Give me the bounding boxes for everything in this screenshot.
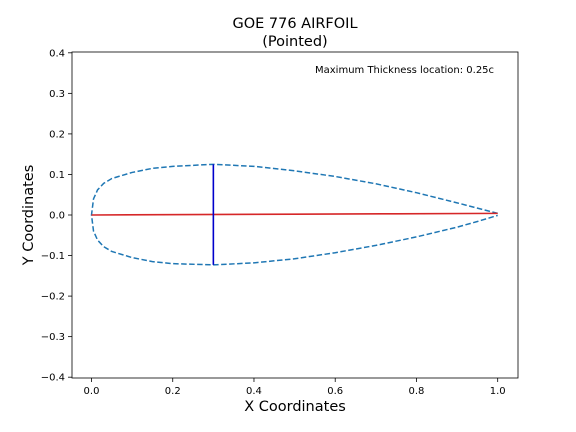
x-tick-label: 0.0	[84, 386, 100, 397]
plot-content	[90, 163, 498, 266]
y-axis-label: Y Coordinates	[21, 165, 37, 267]
x-tick-label: 0.2	[165, 386, 181, 397]
y-axis-ticks: −0.4 −0.3 −0.2 −0.1 0.0 0.1 0.2 0.3 0.4	[41, 48, 72, 384]
x-tick-label: 0.8	[408, 386, 424, 397]
max-thickness-annotation: Maximum Thickness location: 0.25c	[315, 65, 494, 76]
chart-subtitle: (Pointed)	[262, 34, 327, 50]
y-tick-label: 0.4	[49, 48, 65, 59]
y-tick-label: −0.1	[41, 251, 65, 262]
y-tick-label: −0.2	[41, 292, 65, 303]
x-tick-label: 0.6	[327, 386, 343, 397]
y-tick-label: 0.3	[49, 89, 65, 100]
y-tick-label: 0.1	[49, 170, 65, 181]
y-tick-label: −0.3	[41, 332, 65, 343]
y-tick-label: −0.4	[41, 373, 65, 384]
x-axis-ticks: 0.0 0.2 0.4 0.6 0.8 1.0	[84, 378, 506, 397]
camber-line	[91, 212, 498, 216]
chart-title: GOE 776 AIRFOIL	[232, 16, 357, 32]
y-tick-label: 0.2	[49, 129, 65, 140]
x-tick-label: 0.4	[246, 386, 262, 397]
x-tick-label: 1.0	[490, 386, 506, 397]
y-tick-label: 0.0	[49, 211, 65, 222]
x-axis-label: X Coordinates	[244, 399, 346, 415]
